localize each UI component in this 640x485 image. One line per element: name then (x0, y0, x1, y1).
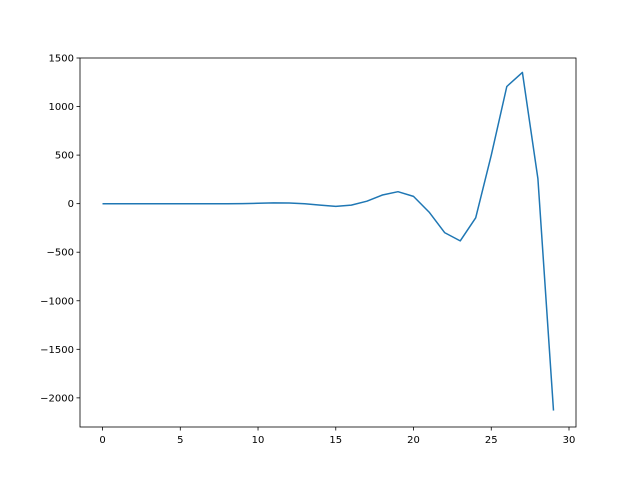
x-tick-label: 10 (252, 435, 265, 446)
x-tick-label: 20 (407, 435, 420, 446)
x-tick-label: 15 (329, 435, 342, 446)
x-tick-label: 5 (177, 435, 183, 446)
series-line (102, 71, 555, 411)
y-tick-label: 1500 (49, 54, 74, 65)
y-tick-label: −2000 (40, 393, 74, 404)
y-tick-label: 1000 (49, 102, 74, 113)
x-tick-label: 0 (99, 435, 105, 446)
y-tick-label: 500 (55, 151, 74, 162)
y-tick-label: −500 (47, 248, 74, 259)
axes-frame (79, 57, 577, 428)
x-tick-label: 30 (563, 435, 576, 446)
y-tick-label: 0 (68, 199, 74, 210)
y-tick-label: −1500 (40, 345, 74, 356)
y-tick-label: −1000 (40, 296, 74, 307)
x-tick-label: 25 (485, 435, 498, 446)
